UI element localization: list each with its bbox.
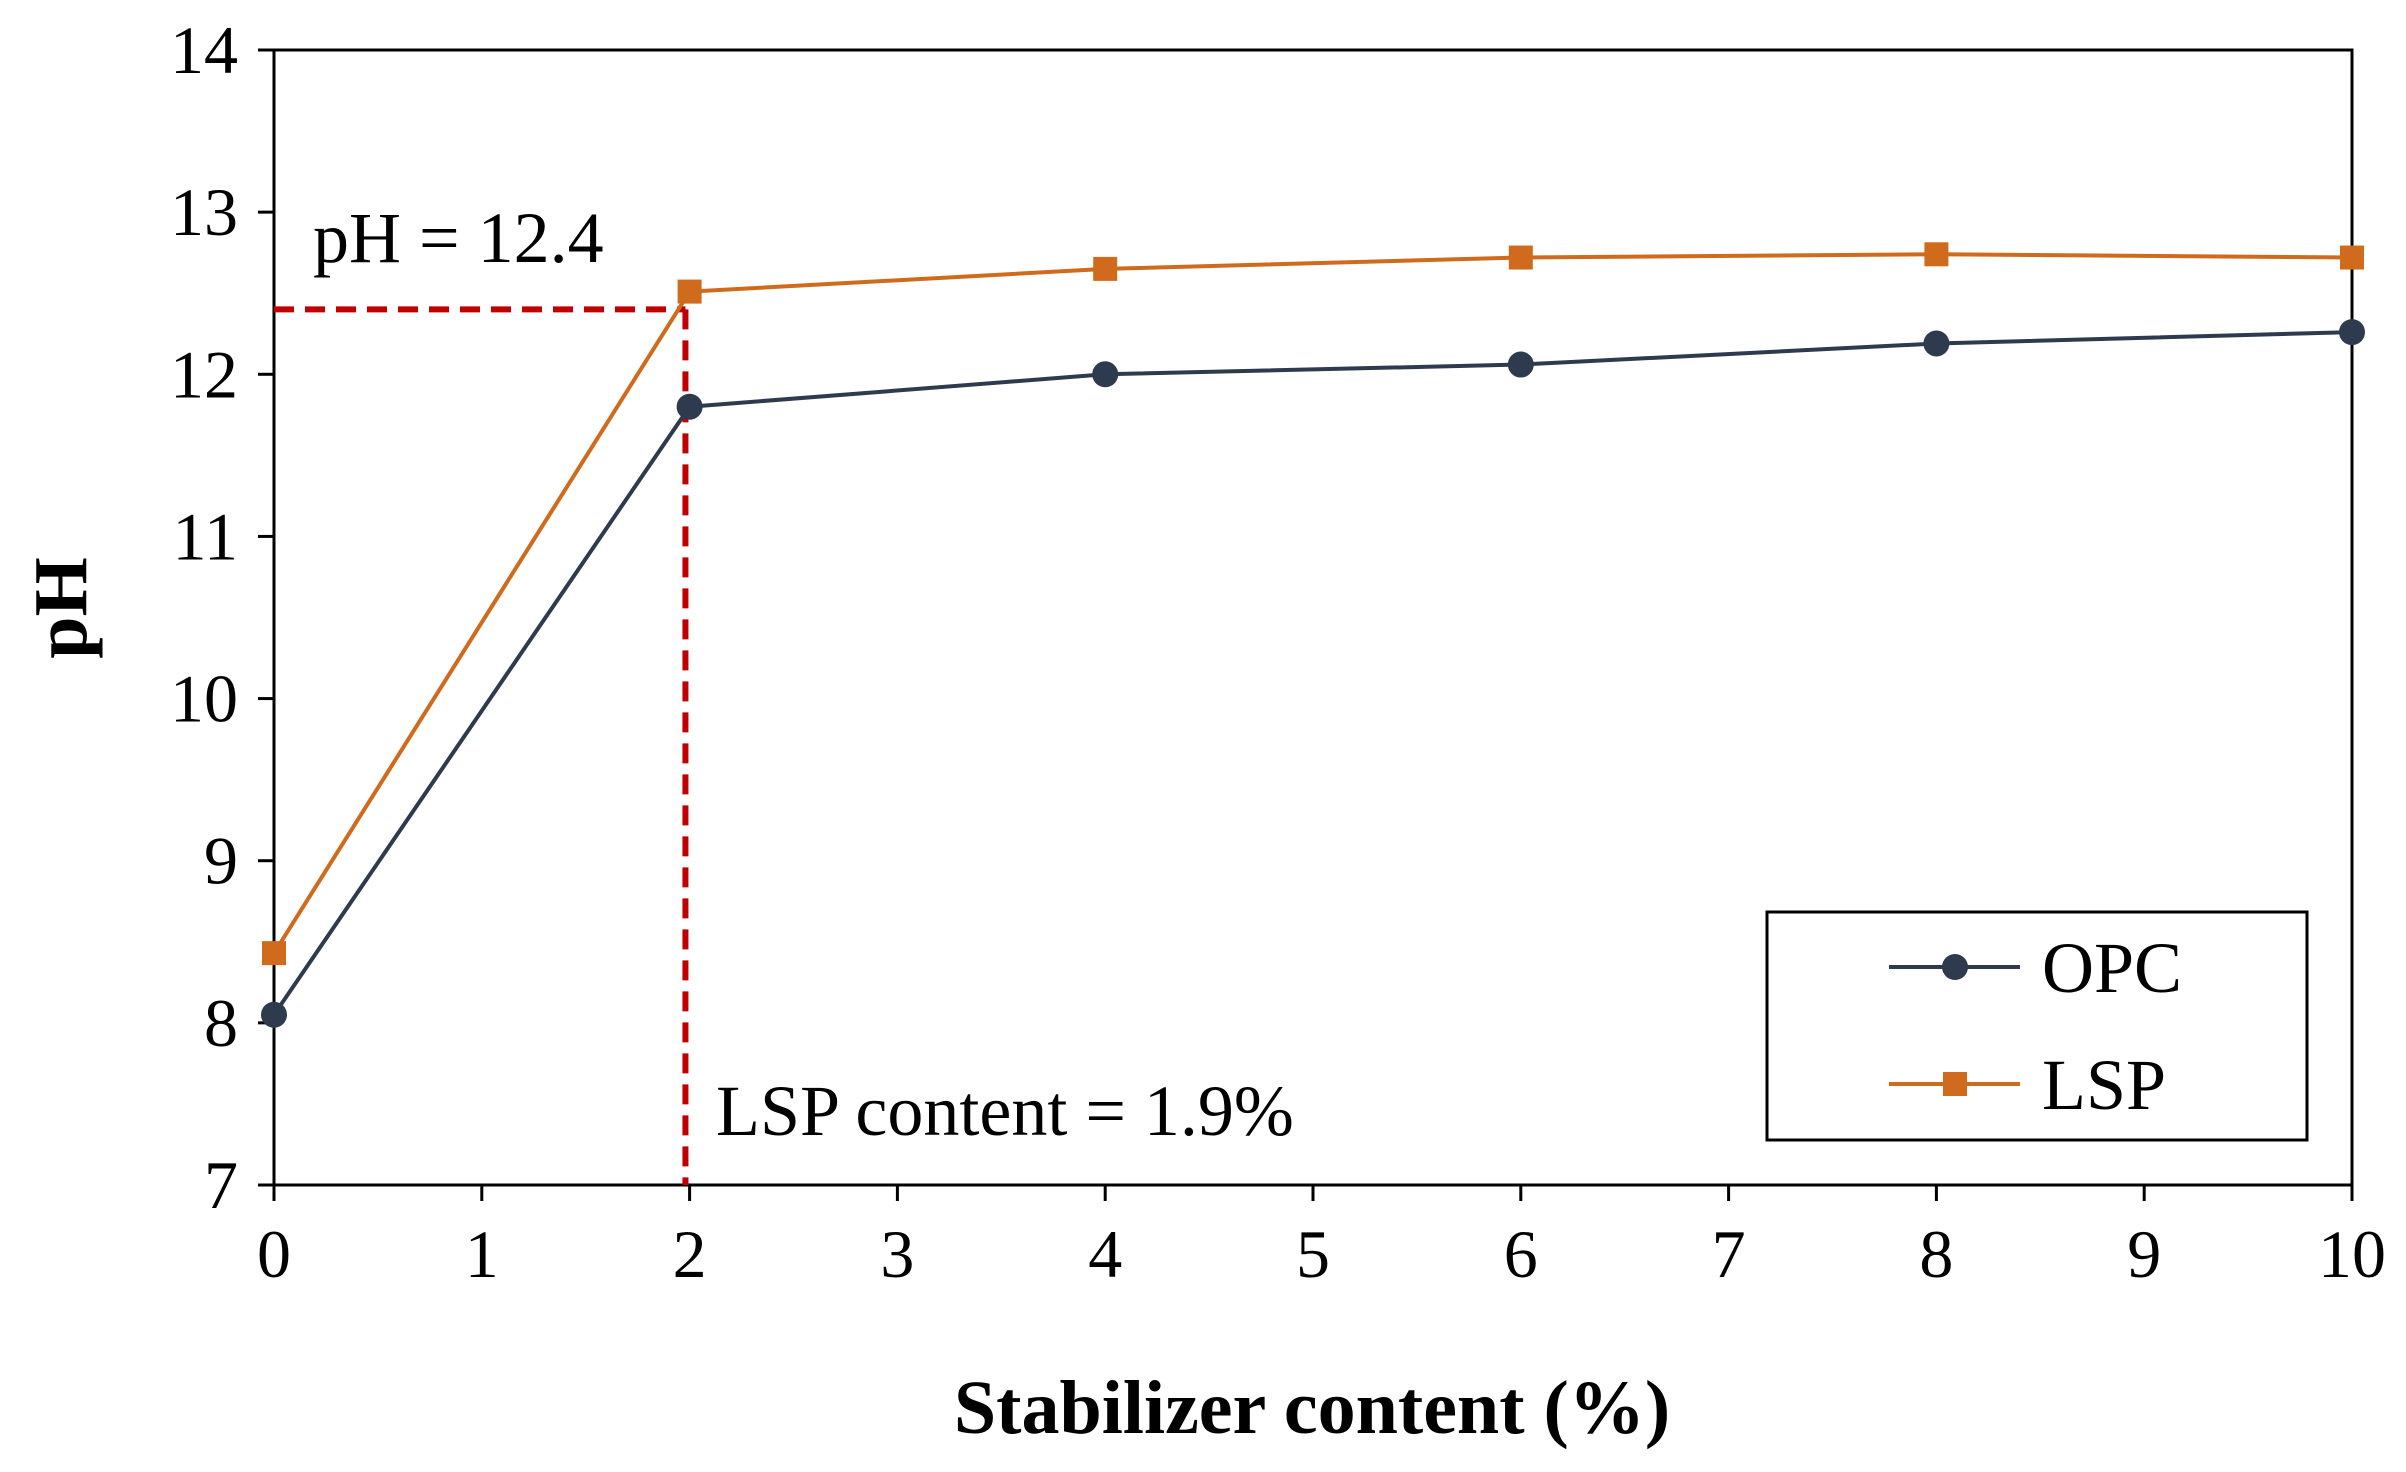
y-tick-label: 10	[170, 661, 238, 737]
data-point-opc	[1092, 361, 1119, 388]
x-tick-label: 7	[1712, 1216, 1746, 1292]
data-point-lsp	[1093, 256, 1118, 281]
content-annotation: LSP content = 1.9%	[716, 1071, 1294, 1151]
data-point-lsp	[1924, 242, 1949, 267]
data-series	[261, 242, 2365, 1028]
y-tick-label: 12	[170, 336, 238, 412]
y-axis-title: pH	[19, 557, 103, 658]
y-tick-label: 9	[204, 823, 238, 899]
data-point-opc	[1507, 351, 1534, 378]
x-tick-label: 0	[257, 1216, 291, 1292]
x-tick-label: 3	[880, 1216, 914, 1292]
x-tick-label: 9	[2127, 1216, 2161, 1292]
x-tick-label: 2	[673, 1216, 707, 1292]
data-point-lsp	[2340, 245, 2364, 270]
legend-marker-opc	[1942, 954, 1968, 980]
x-tick-label: 5	[1296, 1216, 1330, 1292]
series-line-opc	[272, 330, 2353, 1016]
data-point-lsp	[1508, 245, 1533, 270]
legend-label-opc: OPC	[2042, 928, 2182, 1008]
x-tick-label: 6	[1504, 1216, 1538, 1292]
x-tick-label: 8	[1919, 1216, 1953, 1292]
reference-lines	[274, 306, 689, 1185]
data-point-opc	[1923, 330, 1950, 357]
data-point-lsp	[677, 279, 702, 304]
legend-label-lsp: LSP	[2042, 1045, 2166, 1125]
legend-items: OPC LSP	[1889, 928, 2182, 1125]
y-tick-label: 11	[173, 498, 238, 574]
y-tick-label: 7	[204, 1147, 238, 1223]
series-line-lsp	[272, 252, 2353, 955]
x-tick-label: 1	[465, 1216, 499, 1292]
x-tick-label: 10	[2318, 1216, 2386, 1292]
ph-annotation: pH = 12.4	[313, 198, 604, 278]
y-tick-label: 14	[170, 12, 238, 88]
y-tick-label: 13	[170, 174, 238, 250]
data-point-opc	[261, 1001, 287, 1028]
data-point-lsp	[262, 941, 286, 966]
x-tick-label: 4	[1088, 1216, 1122, 1292]
y-tick-label: 8	[204, 985, 238, 1061]
legend-marker-lsp	[1943, 1072, 1967, 1096]
legend-box	[1765, 910, 2309, 1142]
x-axis-title: Stabilizer content (%)	[954, 1366, 1670, 1450]
data-point-opc	[676, 393, 703, 420]
legend: OPC LSP	[1765, 910, 2309, 1142]
data-point-opc	[2339, 319, 2365, 346]
